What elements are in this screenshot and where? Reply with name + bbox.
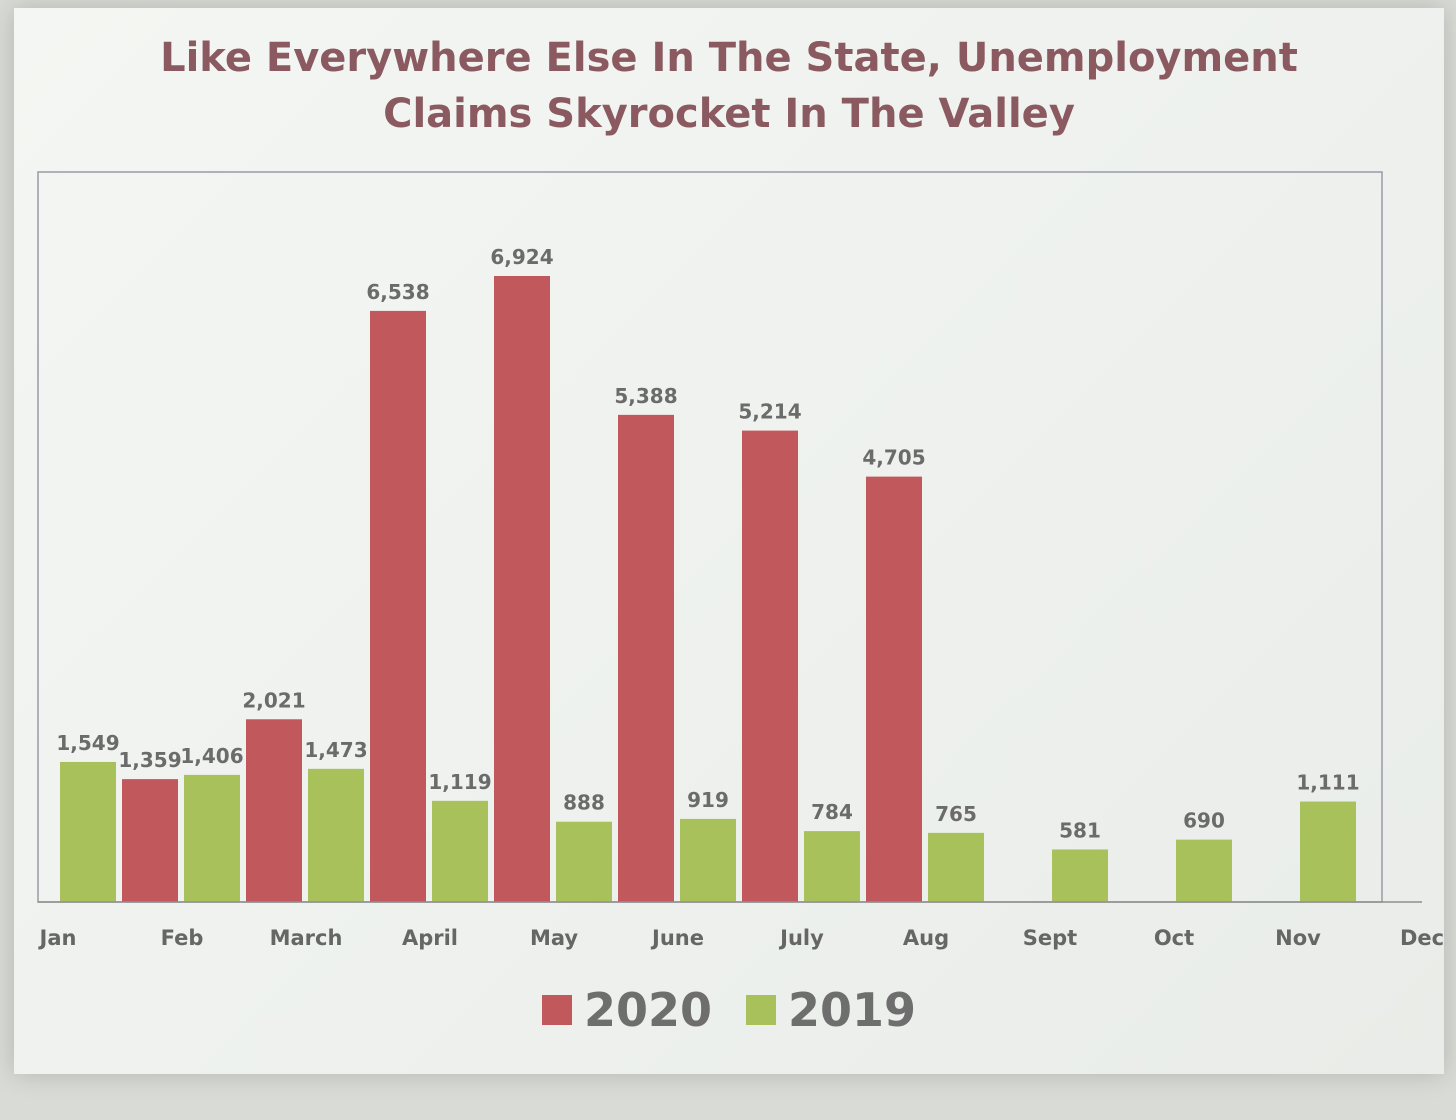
data-label-2020-feb: 2,021 [242,688,305,712]
x-tick-oct: Oct [1154,926,1194,950]
data-label-2019-sept: 581 [1059,818,1101,842]
chart-title-line-1: Like Everywhere Else In The State, Unemp… [160,35,1298,81]
data-label-2020-july: 4,705 [862,446,925,470]
x-tick-feb: Feb [161,926,204,950]
bar-2019-oct [1176,839,1232,902]
bar-2019-may [556,821,612,902]
data-label-2019-june: 919 [687,788,729,812]
data-label-2019-oct: 690 [1183,809,1225,833]
bar-2020-jan [122,779,178,902]
data-label-2020-june: 5,214 [738,400,801,424]
x-tick-sept: Sept [1023,926,1077,950]
legend-label-2020: 2020 [583,983,712,1037]
x-tick-july: July [778,926,824,950]
bar-2019-jan [60,761,116,902]
x-tick-may: May [530,926,578,950]
bar-2020-june [742,430,798,902]
bar-2019-march [308,768,364,902]
x-tick-march: March [270,926,343,950]
legend-item-2019: 2019 [746,983,916,1037]
x-tick-dec: Dec [1400,926,1444,950]
x-tick-june: June [650,926,704,950]
data-label-2019-aug: 765 [935,802,977,826]
slide: Like Everywhere Else In The State, Unemp… [14,8,1444,1074]
data-label-2020-march: 6,538 [366,280,429,304]
data-label-2019-feb: 1,406 [180,744,243,768]
legend-label-2019: 2019 [788,983,917,1037]
bar-2019-aug [928,832,984,902]
bar-2020-july [866,476,922,902]
bar-2019-sept [1052,849,1108,902]
bar-2020-may [618,414,674,902]
bar-2019-april [432,800,488,902]
legend-item-2020: 2020 [541,983,712,1037]
bar-2020-april [494,276,550,902]
legend-swatch-2020 [541,995,572,1025]
bar-2020-march [370,310,426,902]
data-label-2019-march: 1,473 [304,738,367,762]
x-tick-jan: Jan [38,926,77,950]
data-label-2020-may: 5,388 [614,384,677,408]
legend-swatch-2019 [746,995,776,1025]
data-label-2020-april: 6,924 [490,245,553,269]
x-tick-april: April [402,926,458,950]
bar-2019-nov [1300,801,1356,902]
data-label-2020-jan: 1,359 [118,748,181,772]
x-tick-nov: Nov [1275,926,1321,950]
data-label-2019-april: 1,119 [428,770,491,794]
x-tick-aug: Aug [903,926,949,950]
data-label-2019-may: 888 [563,791,605,815]
data-label-2019-jan: 1,549 [56,731,119,755]
legend: 2020 2019 [14,983,1444,1037]
chart-title-line-2: Claims Skyrocket In The Valley [383,91,1075,137]
chart-title: Like Everywhere Else In The State, Unemp… [14,30,1444,142]
bar-2019-feb [184,774,240,902]
bar-2020-feb [246,719,302,902]
data-label-2019-july: 784 [811,800,853,824]
bar-2019-june [680,818,736,902]
data-label-2019-nov: 1,111 [1296,771,1359,795]
bar-2019-july [804,831,860,902]
